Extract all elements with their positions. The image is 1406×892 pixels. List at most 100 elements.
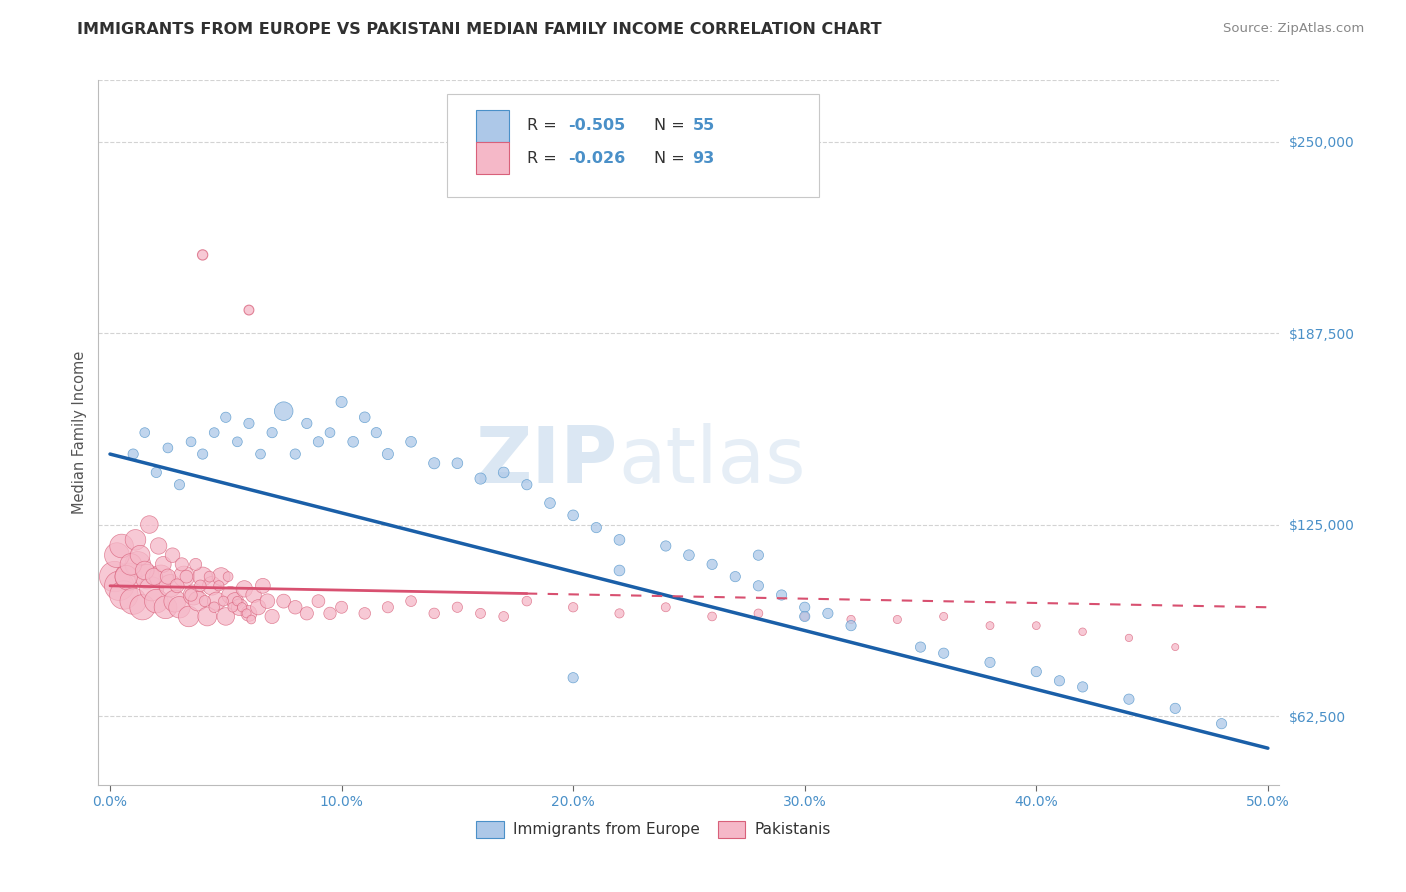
Point bbox=[1211, 716, 1233, 731]
Point bbox=[319, 607, 342, 621]
Text: Source: ZipAtlas.com: Source: ZipAtlas.com bbox=[1223, 22, 1364, 36]
Point bbox=[377, 447, 399, 461]
Point bbox=[770, 588, 793, 602]
Point bbox=[143, 569, 166, 583]
Point bbox=[131, 600, 153, 615]
Y-axis label: Median Family Income: Median Family Income bbox=[72, 351, 87, 515]
Point bbox=[176, 569, 198, 583]
Point bbox=[235, 607, 257, 621]
Point bbox=[138, 517, 160, 532]
Text: -0.505: -0.505 bbox=[568, 119, 626, 133]
Point bbox=[562, 508, 585, 523]
Point bbox=[793, 600, 815, 615]
Point bbox=[149, 569, 172, 583]
Point bbox=[1025, 665, 1047, 679]
Point bbox=[215, 609, 238, 624]
Point bbox=[169, 600, 191, 615]
Point bbox=[104, 569, 127, 583]
Point bbox=[209, 569, 232, 583]
Point bbox=[166, 579, 188, 593]
Point bbox=[127, 558, 149, 572]
Text: 55: 55 bbox=[693, 119, 714, 133]
Point bbox=[226, 434, 249, 449]
FancyBboxPatch shape bbox=[447, 95, 818, 196]
Point bbox=[231, 600, 253, 615]
Point bbox=[609, 607, 631, 621]
Point bbox=[226, 594, 249, 608]
Point bbox=[886, 613, 908, 627]
Point bbox=[152, 558, 174, 572]
Point bbox=[247, 600, 270, 615]
Point bbox=[191, 248, 214, 262]
Point bbox=[516, 594, 538, 608]
Point bbox=[492, 609, 515, 624]
Point bbox=[191, 569, 214, 583]
Point bbox=[700, 558, 723, 572]
Point bbox=[910, 640, 932, 654]
Text: N =: N = bbox=[654, 119, 689, 133]
Point bbox=[156, 569, 179, 583]
Point bbox=[319, 425, 342, 440]
Point bbox=[399, 434, 422, 449]
Point bbox=[1049, 673, 1071, 688]
Point bbox=[307, 434, 329, 449]
Point bbox=[188, 579, 211, 593]
Point bbox=[747, 607, 769, 621]
Point bbox=[180, 588, 202, 602]
Point bbox=[217, 569, 239, 583]
Point bbox=[117, 569, 139, 583]
Point bbox=[353, 607, 375, 621]
Point bbox=[1071, 680, 1094, 694]
Point bbox=[238, 607, 260, 621]
Point bbox=[1164, 701, 1187, 715]
Point bbox=[1025, 618, 1047, 632]
Point bbox=[609, 564, 631, 578]
Point bbox=[202, 425, 225, 440]
Point bbox=[170, 558, 193, 572]
Point bbox=[979, 656, 1001, 670]
Point bbox=[470, 472, 492, 486]
Point bbox=[724, 569, 747, 583]
Point bbox=[145, 594, 167, 608]
Point bbox=[201, 579, 224, 593]
Point bbox=[208, 579, 231, 593]
Point bbox=[678, 548, 700, 562]
Point bbox=[183, 588, 205, 602]
Point bbox=[295, 607, 318, 621]
Point bbox=[122, 447, 145, 461]
Point bbox=[342, 434, 364, 449]
Point bbox=[156, 441, 179, 455]
Point bbox=[145, 466, 167, 480]
Point bbox=[212, 594, 235, 608]
Point bbox=[516, 477, 538, 491]
Point bbox=[492, 466, 515, 480]
Point bbox=[273, 594, 295, 608]
Point bbox=[284, 447, 307, 461]
Point bbox=[159, 579, 181, 593]
Point bbox=[353, 410, 375, 425]
Point bbox=[377, 600, 399, 615]
Point bbox=[1118, 631, 1140, 645]
Text: ZIP: ZIP bbox=[475, 423, 619, 499]
Point bbox=[148, 539, 170, 553]
Point bbox=[284, 600, 307, 615]
Point bbox=[839, 618, 862, 632]
Point bbox=[609, 533, 631, 547]
Text: -0.026: -0.026 bbox=[568, 151, 626, 166]
Text: N =: N = bbox=[654, 151, 689, 166]
Point bbox=[793, 609, 815, 624]
Point bbox=[399, 594, 422, 608]
Point bbox=[134, 564, 156, 578]
Bar bbox=[477, 110, 509, 142]
Point bbox=[252, 579, 274, 593]
Point bbox=[240, 613, 263, 627]
Point bbox=[233, 582, 256, 596]
Point bbox=[173, 569, 195, 583]
Point bbox=[330, 600, 353, 615]
Point bbox=[655, 600, 678, 615]
Point bbox=[120, 558, 142, 572]
Point bbox=[262, 609, 284, 624]
Point bbox=[747, 579, 769, 593]
Point bbox=[238, 303, 260, 318]
Point bbox=[446, 600, 468, 615]
